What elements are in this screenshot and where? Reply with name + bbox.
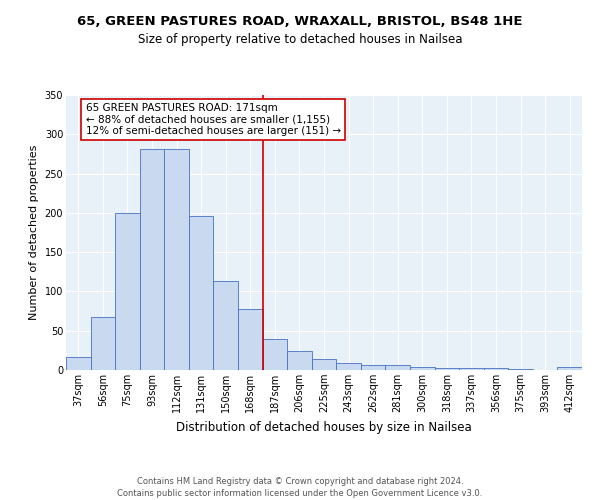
Bar — [214, 281, 238, 370]
Bar — [336, 363, 361, 370]
Bar — [410, 367, 434, 370]
Bar — [287, 351, 312, 370]
Bar — [361, 366, 385, 370]
Text: Size of property relative to detached houses in Nailsea: Size of property relative to detached ho… — [138, 32, 462, 46]
Bar — [140, 149, 164, 370]
Bar — [263, 340, 287, 370]
Text: 65 GREEN PASTURES ROAD: 171sqm
← 88% of detached houses are smaller (1,155)
12% : 65 GREEN PASTURES ROAD: 171sqm ← 88% of … — [86, 103, 341, 136]
X-axis label: Distribution of detached houses by size in Nailsea: Distribution of detached houses by size … — [176, 420, 472, 434]
Bar — [238, 308, 263, 370]
Bar — [91, 318, 115, 370]
Bar — [189, 216, 214, 370]
Bar — [385, 364, 410, 370]
Bar — [484, 368, 508, 370]
Bar — [115, 213, 140, 370]
Bar — [434, 368, 459, 370]
Bar — [164, 149, 189, 370]
Y-axis label: Number of detached properties: Number of detached properties — [29, 145, 39, 320]
Bar — [557, 367, 582, 370]
Text: Contains HM Land Registry data © Crown copyright and database right 2024.
Contai: Contains HM Land Registry data © Crown c… — [118, 476, 482, 498]
Bar — [459, 368, 484, 370]
Bar — [66, 356, 91, 370]
Bar — [312, 359, 336, 370]
Text: 65, GREEN PASTURES ROAD, WRAXALL, BRISTOL, BS48 1HE: 65, GREEN PASTURES ROAD, WRAXALL, BRISTO… — [77, 15, 523, 28]
Bar — [508, 369, 533, 370]
